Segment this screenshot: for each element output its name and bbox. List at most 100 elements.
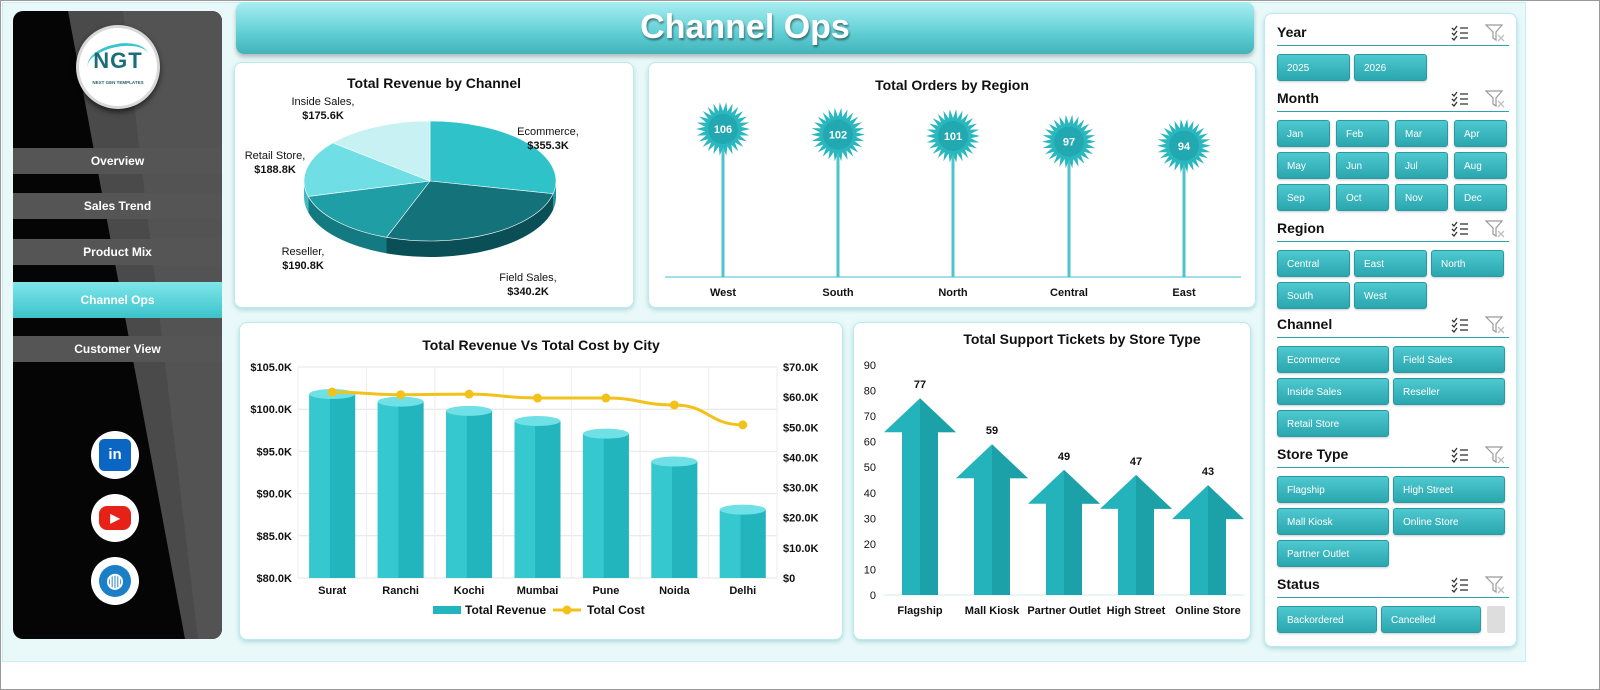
pie-value-1: $340.2K [507, 286, 549, 298]
month-option-oct[interactable]: Oct [1336, 184, 1389, 211]
region-option-south[interactable]: South [1277, 282, 1350, 309]
multi-select-icon[interactable] [1451, 317, 1469, 333]
nav-overview[interactable]: Overview [13, 148, 222, 174]
store-type-slicer: Store Type Flagship High Street Mall Kiosk O… [1277, 442, 1509, 567]
month-option-apr[interactable]: Apr [1454, 120, 1507, 147]
clear-filter-icon[interactable] [1485, 90, 1505, 108]
multi-select-icon[interactable] [1451, 25, 1469, 41]
nav-channel-ops[interactable]: Channel Ops [13, 282, 222, 318]
status-option-backordered[interactable]: Backordered [1277, 606, 1377, 633]
multi-select-icon[interactable] [1451, 91, 1469, 107]
year-slicer: Year 2025 2026 [1277, 20, 1509, 81]
pie-value-0: $355.3K [527, 140, 569, 152]
pie-label-3: Retail Store, [245, 150, 306, 162]
channel-option-reseller[interactable]: Reseller [1393, 378, 1505, 405]
combo-ytick-left-5: $80.0K [257, 573, 293, 585]
store-type-option-online-store[interactable]: Online Store [1393, 508, 1505, 535]
clear-filter-icon[interactable] [1485, 24, 1505, 42]
channel-option-inside-sales[interactable]: Inside Sales [1277, 378, 1389, 405]
store-type-slicer-title: Store Type [1277, 446, 1349, 462]
multi-select-icon[interactable] [1451, 577, 1469, 593]
combo-bar-shine-4 [582, 433, 604, 578]
channel-slicer: Channel Ecommerce Field Sales Inside Sales R… [1277, 312, 1509, 437]
arrow-ytick-0: 90 [864, 360, 876, 372]
channel-slicer-title: Channel [1277, 316, 1333, 332]
pie-value-2: $190.8K [282, 260, 324, 272]
nav-product-mix[interactable]: Product Mix [13, 239, 222, 265]
arrow-category-4: Online Store [1175, 605, 1240, 617]
combo-bar-shine-3 [514, 421, 536, 578]
globe-icon: ◍ [99, 565, 131, 597]
status-option-cancelled[interactable]: Cancelled [1381, 606, 1481, 633]
month-option-jul[interactable]: Jul [1395, 152, 1448, 179]
arrow-value-2: 49 [1058, 451, 1070, 463]
combo-bar-shine-1 [377, 401, 399, 578]
website-link[interactable]: ◍ [91, 557, 139, 605]
combo-bar-shine-0 [309, 394, 330, 578]
month-option-nov[interactable]: Nov [1395, 184, 1448, 211]
legend-label-revenue: Total Revenue [465, 603, 546, 617]
combo-ytick-right-6: $10.0K [783, 543, 819, 555]
month-option-feb[interactable]: Feb [1336, 120, 1389, 147]
globe-glyph: ◍ [106, 570, 124, 592]
combo-category-5: Noida [659, 585, 690, 597]
arrow-bar-shade-1 [992, 444, 1028, 595]
nav-customer-view[interactable]: Customer View [13, 336, 222, 362]
legend-swatch-revenue [433, 606, 461, 614]
youtube-link[interactable]: ▶ [91, 494, 139, 542]
combo-bar-shine-6 [719, 509, 741, 578]
nav-sales-trend[interactable]: Sales Trend [13, 193, 222, 219]
revenue-vs-cost-title: Total Revenue Vs Total Cost by City [422, 337, 660, 353]
combo-cost-point-0 [327, 387, 337, 397]
month-option-may[interactable]: May [1277, 152, 1330, 179]
clear-filter-icon[interactable] [1485, 220, 1505, 238]
year-option-2025[interactable]: 2025 [1277, 54, 1350, 81]
clear-filter-icon[interactable] [1485, 316, 1505, 334]
month-option-jan[interactable]: Jan [1277, 120, 1330, 147]
region-option-east[interactable]: East [1354, 250, 1427, 277]
combo-cost-point-3 [533, 393, 542, 403]
pie-slice-0 [429, 120, 557, 195]
lollipop-core-2 [938, 121, 968, 151]
pie-slice-1 [385, 180, 554, 242]
region-option-north[interactable]: North [1431, 250, 1504, 277]
arrow-bar-shade-3 [1136, 474, 1172, 595]
orders-by-region-chart: 106 West 102 South 101 North 97 Central 94 East [665, 102, 1241, 299]
month-option-sep[interactable]: Sep [1277, 184, 1330, 211]
store-type-option-partner-outlet[interactable]: Partner Outlet [1277, 540, 1389, 567]
combo-ytick-right-3: $40.0K [783, 452, 819, 464]
multi-select-icon[interactable] [1451, 221, 1469, 237]
region-slicer: Region Central East North South West [1277, 216, 1509, 309]
region-option-central[interactable]: Central [1277, 250, 1350, 277]
month-option-aug[interactable]: Aug [1454, 152, 1507, 179]
year-option-2026[interactable]: 2026 [1354, 54, 1427, 81]
month-option-mar[interactable]: Mar [1395, 120, 1448, 147]
region-option-west[interactable]: West [1354, 282, 1427, 309]
store-type-option-flagship[interactable]: Flagship [1277, 476, 1389, 503]
combo-ytick-right-7: $0 [783, 573, 795, 585]
arrow-value-0: 77 [914, 379, 926, 391]
combo-bar-top-1 [377, 396, 424, 407]
channel-option-field-sales[interactable]: Field Sales [1393, 346, 1505, 373]
linkedin-link[interactable]: in [91, 431, 139, 479]
store-type-option-mall-kiosk[interactable]: Mall Kiosk [1277, 508, 1389, 535]
clear-filter-icon[interactable] [1485, 576, 1505, 594]
combo-category-3: Mumbai [517, 585, 559, 597]
multi-select-icon[interactable] [1451, 447, 1469, 463]
channel-option-ecommerce[interactable]: Ecommerce [1277, 346, 1389, 373]
month-option-dec[interactable]: Dec [1454, 184, 1507, 211]
month-slicer-title: Month [1277, 90, 1319, 106]
month-option-jun[interactable]: Jun [1336, 152, 1389, 179]
pie-value-4: $175.6K [302, 110, 344, 122]
clear-filter-icon[interactable] [1485, 446, 1505, 464]
store-type-option-high-street[interactable]: High Street [1393, 476, 1505, 503]
combo-ytick-right-5: $20.0K [783, 513, 819, 525]
revenue-by-channel-chart: Ecommerce, $355.3K Field Sales, $340.2K Rese… [245, 96, 579, 298]
combo-bar-top-3 [514, 416, 561, 427]
channel-option-retail-store[interactable]: Retail Store [1277, 410, 1389, 437]
lollipop-value-4: 94 [1178, 141, 1191, 153]
pie-label-1: Field Sales, [499, 272, 556, 284]
support-tickets-chart: 90 80 70 60 50 40 30 20 10 0 77 Flagship 59 Mall Kios… [864, 360, 1244, 617]
status-slicer-scroll-stub[interactable] [1487, 606, 1505, 633]
combo-bar-top-4 [582, 428, 629, 439]
